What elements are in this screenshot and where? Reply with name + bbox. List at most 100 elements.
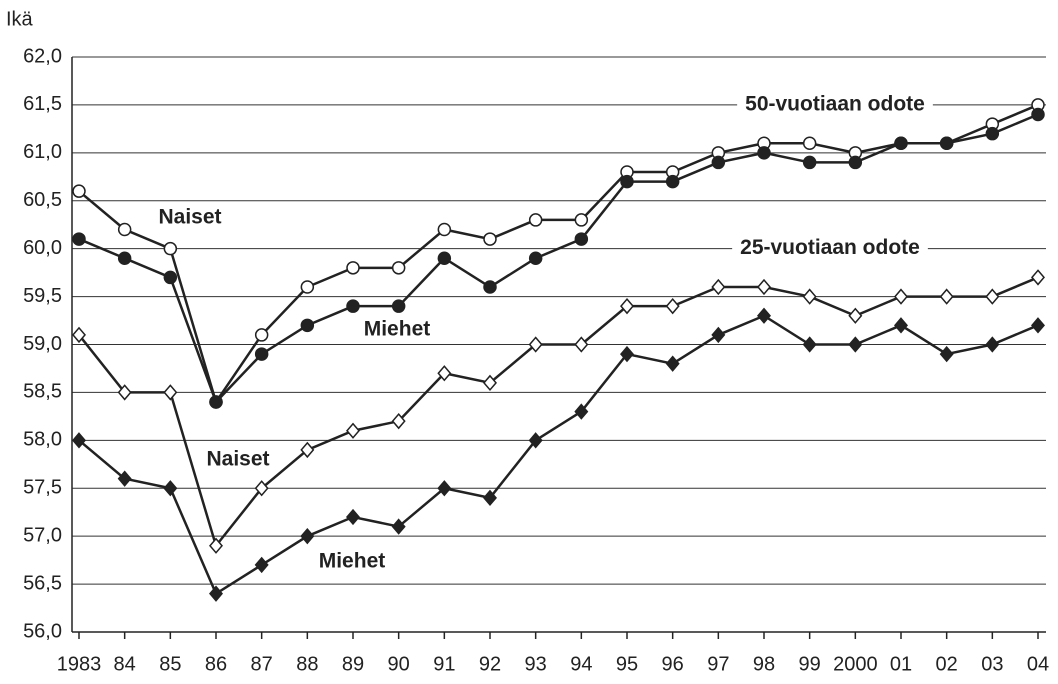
marker: [1031, 107, 1045, 122]
marker: [711, 278, 726, 296]
marker: [483, 374, 497, 391]
x-tick-label: 90: [388, 653, 410, 675]
marker: [117, 470, 132, 487]
y-tick-label: 57,0: [23, 524, 62, 546]
x-tick-label: 2000: [833, 653, 878, 675]
marker: [665, 174, 680, 189]
marker: [391, 413, 406, 430]
y-tick-label: 57,5: [23, 477, 62, 499]
marker: [848, 155, 863, 170]
marker: [985, 288, 1000, 305]
y-tick-label: 56,5: [23, 572, 62, 594]
marker: [72, 232, 86, 246]
marker: [346, 261, 360, 275]
series-label: Miehet: [364, 318, 431, 341]
marker: [665, 355, 680, 372]
marker: [574, 403, 589, 420]
marker: [437, 480, 452, 497]
marker: [528, 213, 543, 227]
x-tick-label: 96: [662, 653, 684, 675]
marker: [346, 508, 360, 526]
marker: [391, 518, 406, 535]
marker: [802, 288, 817, 305]
marker: [757, 307, 771, 324]
marker: [939, 288, 954, 305]
marker: [72, 184, 86, 198]
marker: [163, 480, 178, 497]
x-tick-label: 98: [753, 653, 775, 675]
marker: [574, 213, 589, 227]
y-tick-label: 60,5: [23, 189, 62, 211]
x-tick-label: 94: [570, 653, 592, 675]
annotation: 25-vuotiaan odote: [740, 236, 920, 259]
marker: [894, 288, 908, 305]
series-line: [78, 103, 1039, 405]
series-line: [78, 113, 1039, 405]
marker: [209, 585, 223, 602]
marker: [254, 347, 269, 361]
marker: [117, 222, 132, 237]
x-tick-label: 87: [251, 653, 273, 675]
marker: [985, 336, 1000, 353]
x-tick-label: 02: [936, 653, 958, 675]
marker: [985, 126, 1000, 141]
marker: [528, 251, 543, 265]
marker: [117, 251, 132, 265]
marker: [802, 336, 817, 353]
marker: [939, 136, 954, 150]
marker: [437, 365, 452, 382]
marker: [72, 432, 86, 449]
marker: [665, 298, 680, 315]
marker: [391, 299, 406, 313]
marker: [391, 261, 406, 275]
marker: [254, 328, 269, 342]
marker: [300, 280, 315, 294]
marker: [209, 537, 223, 554]
marker: [528, 336, 543, 353]
marker: [528, 432, 543, 449]
marker: [757, 278, 771, 296]
marker: [802, 136, 817, 150]
x-tick-label: 1983: [57, 653, 102, 675]
marker: [163, 384, 178, 401]
series-label: Naiset: [206, 448, 269, 471]
y-tick-label: 58,0: [23, 429, 62, 451]
marker: [757, 146, 771, 160]
y-tick-label: 56,0: [23, 620, 62, 642]
y-tick-label: 61,0: [23, 141, 62, 163]
marker: [163, 270, 178, 285]
y-tick-label: 62,0: [23, 45, 62, 67]
marker: [254, 480, 269, 497]
marker: [72, 326, 86, 344]
x-tick-label: 95: [616, 653, 638, 675]
x-tick-label: 93: [525, 653, 547, 675]
y-axis-label: Ikä: [6, 8, 34, 30]
x-tick-label: 91: [433, 653, 455, 675]
x-tick-label: 01: [890, 653, 912, 675]
marker: [117, 384, 132, 401]
marker: [939, 345, 954, 363]
marker: [574, 232, 589, 246]
marker: [802, 155, 817, 170]
marker: [483, 232, 497, 246]
marker: [1031, 317, 1045, 334]
marker: [848, 307, 863, 324]
annotation-background: [732, 234, 928, 262]
x-tick-label: 99: [799, 653, 821, 675]
marker: [209, 395, 223, 409]
marker: [300, 441, 315, 459]
x-tick-label: 92: [479, 653, 501, 675]
annotation: 50-vuotiaan odote: [745, 92, 925, 115]
x-tick-label: 86: [205, 653, 227, 675]
y-tick-label: 58,5: [23, 381, 62, 403]
marker: [848, 336, 863, 353]
marker: [1031, 269, 1045, 286]
marker: [300, 528, 315, 545]
marker: [894, 317, 908, 334]
y-tick-label: 60,0: [23, 237, 62, 259]
series-label: Miehet: [319, 550, 386, 573]
series-line: [78, 314, 1039, 596]
x-tick-label: 85: [159, 653, 181, 675]
x-tick-label: 04: [1027, 653, 1049, 675]
